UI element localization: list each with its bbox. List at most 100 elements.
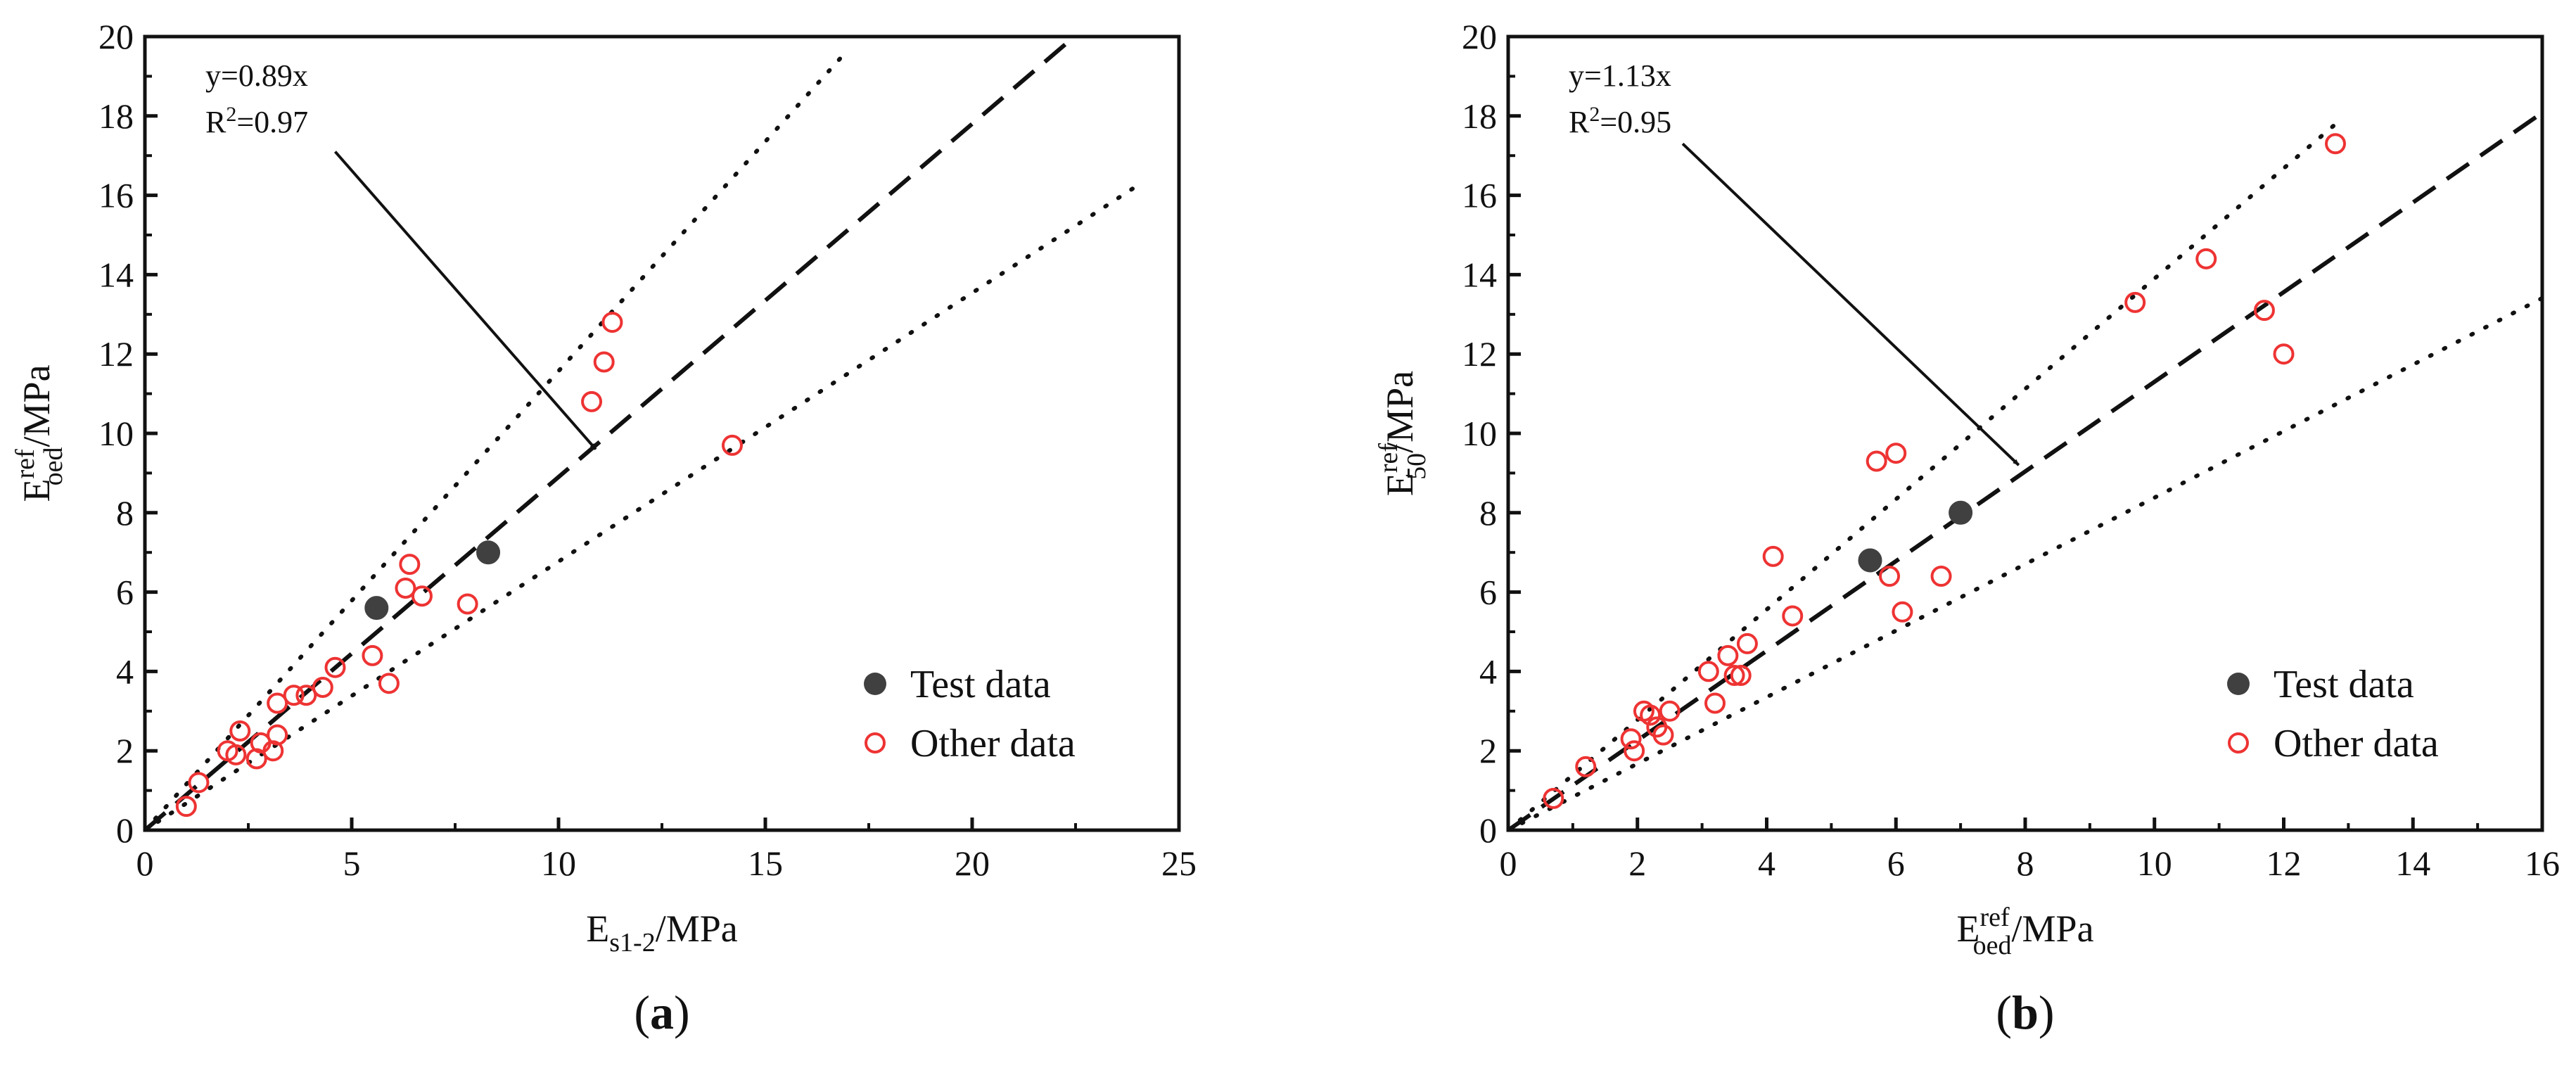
b-legend-other-marker	[2228, 732, 2249, 753]
b-x-axis-label-main: E	[1956, 908, 1979, 950]
b-other-data-point-22	[2124, 291, 2146, 313]
b-plot-area	[1508, 110, 2542, 830]
a-fit-r2: R2=0.97	[205, 103, 308, 139]
a-annotation-arrow	[333, 151, 597, 450]
b-axes-frame	[1506, 34, 2544, 832]
a-x-tick-label-0: 0	[136, 844, 154, 883]
a-y-tick-label-6: 12	[98, 334, 134, 374]
b-other-data-point-15	[1762, 545, 1784, 567]
b-other-data-point-9	[1697, 661, 1719, 682]
b-upper-bound-line	[1508, 122, 2338, 830]
b-annotation-arrow	[1681, 142, 2020, 466]
b-fit-r2-sup: 2	[1589, 103, 1600, 126]
b-other-data-point-3	[1624, 740, 1645, 762]
a-other-data-point-0	[175, 796, 197, 818]
a-legend-other-marker	[865, 732, 886, 753]
b-x-tick-label-3: 6	[1887, 844, 1905, 883]
b-x-axis-label-sup: ref	[1979, 903, 2010, 932]
b-y-axis-label-sup: ref	[1374, 443, 1403, 473]
a-other-data-point-3	[225, 744, 247, 765]
b-fit-r2-prefix: R	[1569, 105, 1590, 139]
a-fit-line	[145, 37, 1078, 830]
b-other-data-point-21	[1930, 566, 1952, 587]
a-panel-label-letter: a	[650, 986, 674, 1039]
a-other-data-point-18	[411, 585, 433, 607]
b-y-tick-label-0: 0	[1479, 810, 1497, 850]
b-y-axis-label: Eref50/MPa	[1374, 371, 1432, 496]
b-x-tick-label-6: 12	[2266, 844, 2302, 883]
b-x-tick-label-5: 10	[2137, 844, 2172, 883]
b-x-tick-label-2: 4	[1758, 844, 1775, 883]
a-y-tick-label-5: 10	[98, 414, 134, 453]
a-other-data-point-19	[457, 593, 478, 615]
b-other-data-point-20	[1892, 601, 1913, 623]
a-other-data-point-13	[324, 656, 346, 678]
a-other-data-point-8	[267, 692, 288, 714]
b-other-data-point-18	[1879, 566, 1901, 587]
a-legend-test-marker	[864, 673, 886, 695]
a-legend-test-label: Test data	[910, 663, 1051, 706]
b-other-data-point-12	[1723, 665, 1745, 687]
b-x-axis-label-sub: oed	[1973, 931, 2012, 960]
b-y-tick-label-10: 20	[1462, 17, 1497, 56]
a-other-data-point-12	[312, 676, 333, 698]
b-x-tick-label-7: 14	[2395, 844, 2430, 883]
a-fit-r2-sup: 2	[226, 103, 236, 126]
a-y-tick-label-2: 4	[116, 651, 134, 691]
a-y-tick-label-10: 20	[98, 17, 134, 56]
b-fit-r2: R2=0.95	[1569, 103, 1671, 139]
b-y-tick-label-3: 6	[1479, 573, 1497, 612]
b-x-tick-label-0: 0	[1500, 844, 1517, 883]
a-x-tick-label-4: 20	[955, 844, 990, 883]
b-y-tick-label-8: 16	[1462, 176, 1497, 215]
b-y-axis-label-unit: /MPa	[1379, 371, 1421, 453]
a-other-data-point-11	[295, 685, 317, 706]
b-other-data-point-0	[1543, 787, 1564, 809]
a-x-tick-label-3: 15	[748, 844, 783, 883]
b-other-data-point-14	[1736, 632, 1758, 654]
a-y-tick-label-7: 14	[98, 255, 134, 294]
b-x-axis-label: Eref oed/MPa	[1956, 903, 2093, 960]
b-other-data-point-25	[2273, 343, 2295, 365]
b-panel-label-letter: b	[2012, 986, 2039, 1039]
a-y-tick-label-0: 0	[116, 810, 134, 850]
b-legend-test-marker	[2227, 673, 2250, 695]
a-y-axis-label-sup: ref	[11, 449, 40, 479]
a-plot-area	[145, 37, 1140, 830]
b-other-data-point-8	[1659, 700, 1681, 722]
b-y-tick-label-5: 10	[1462, 414, 1497, 453]
a-y-tick-label-4: 8	[116, 493, 134, 533]
a-test-data-point-0	[364, 596, 389, 621]
a-panel-label-open: (	[634, 986, 650, 1039]
b-x-tick-label-1: 2	[1628, 844, 1646, 883]
b-y-tick-label-9: 18	[1462, 96, 1497, 136]
a-other-data-point-16	[395, 577, 416, 599]
a-y-tick-label-9: 18	[98, 96, 134, 136]
a-y-axis-label-unit: /MPa	[15, 364, 58, 447]
b-y-axis-label-sub: 50	[1402, 453, 1432, 480]
a-x-axis-label-unit: /MPa	[656, 908, 738, 950]
a-fit-r2-prefix: R	[205, 105, 227, 139]
a-axes-frame	[143, 34, 1181, 832]
b-other-data-point-2	[1620, 728, 1642, 750]
a-x-tick-label-2: 10	[541, 844, 576, 883]
b-other-data-point-16	[1782, 605, 1804, 627]
b-other-data-point-26	[2325, 133, 2346, 155]
a-fit-r2-value: =0.97	[236, 105, 308, 139]
b-x-tick-label-4: 8	[2017, 844, 2034, 883]
b-y-axis-label-main: E	[1379, 473, 1421, 496]
b-other-data-point-17	[1866, 450, 1887, 472]
a-other-data-point-23	[721, 434, 743, 456]
b-other-data-point-11	[1717, 644, 1739, 666]
chart-panel-a: 0 5 10 15 20 2502468101214161820Es1-2/MPaEref…	[11, 17, 1197, 1039]
b-other-data-point-19	[1885, 443, 1907, 464]
b-other-data-point-7	[1652, 724, 1674, 746]
b-y-tick-label-7: 14	[1462, 255, 1497, 294]
a-x-tick-label-1: 5	[343, 844, 361, 883]
a-other-data-point-4	[229, 720, 251, 742]
b-y-tick-label-1: 2	[1479, 731, 1497, 770]
b-other-data-point-23	[2195, 248, 2217, 269]
b-other-data-point-13	[1730, 665, 1752, 687]
